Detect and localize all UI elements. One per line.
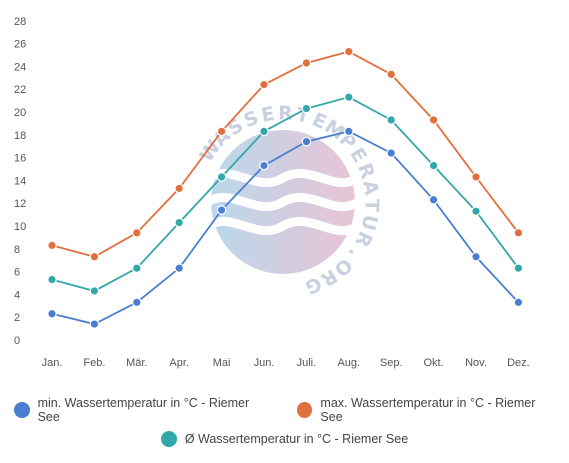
x-tick-label: Sep. [380, 357, 403, 369]
data-point[interactable] [259, 126, 269, 137]
data-point[interactable] [343, 126, 354, 137]
x-tick-label: Feb. [83, 357, 105, 369]
x-axis: Jan. Feb. Mär. Apr. Mai Jun. Juli. Aug. Sep. Okt.… [42, 357, 530, 369]
y-tick-label: 0 [14, 335, 20, 347]
series-line-0 [51, 130, 520, 325]
data-point[interactable] [216, 172, 227, 182]
x-tick-label: Aug. [337, 357, 360, 369]
watermark-letter: T [360, 198, 382, 212]
y-tick-label: 4 [14, 289, 20, 301]
data-point[interactable] [132, 228, 142, 238]
legend-row-2: Ø Wassertemperatur in °C - Riemer See [0, 431, 569, 447]
legend-marker-avg [160, 431, 177, 447]
data-point[interactable] [513, 263, 524, 273]
series-line-2 [51, 96, 520, 292]
series-line-1 [51, 50, 520, 258]
y-tick-label: 14 [14, 175, 26, 187]
data-point[interactable] [343, 92, 354, 102]
legend-item-max[interactable]: max. Wassertemperatur in °C - Riemer See [296, 396, 555, 424]
data-point[interactable] [471, 251, 481, 262]
x-tick-label: Nov. [465, 357, 487, 369]
legend-item-avg[interactable]: Ø Wassertemperatur in °C - Riemer See [160, 431, 409, 447]
y-tick-label: 20 [14, 107, 26, 119]
legend-label-avg: Ø Wassertemperatur in °C - Riemer See [184, 432, 409, 446]
x-tick-label: Jun. [254, 357, 275, 369]
x-tick-label: Okt. [424, 357, 444, 369]
data-point[interactable] [301, 58, 312, 68]
data-point[interactable] [174, 263, 184, 273]
y-tick-label: 6 [14, 267, 20, 279]
data-point[interactable] [386, 69, 396, 80]
data-point[interactable] [47, 274, 57, 285]
y-tick-label: 2 [14, 312, 20, 324]
x-tick-label: Dez. [507, 357, 530, 369]
watermark-letter: E [260, 103, 277, 127]
watermark-letter: R [278, 102, 294, 124]
y-tick-label: 28 [14, 16, 26, 28]
y-tick-label: 22 [14, 84, 26, 96]
data-point[interactable] [174, 217, 184, 228]
data-point[interactable] [471, 172, 481, 182]
legend-marker-min [14, 402, 30, 418]
y-tick-label: 26 [14, 39, 26, 51]
data-point[interactable] [89, 319, 100, 329]
legend-label-min: min. Wassertemperatur in °C - Riemer See [37, 396, 250, 424]
legend-row-1: min. Wassertemperatur in °C - Riemer See… [0, 396, 569, 424]
watermark-letter: U [357, 212, 382, 232]
data-point[interactable] [259, 79, 269, 90]
y-tick-label: 16 [14, 153, 26, 165]
watermark-letter: A [358, 179, 382, 197]
y-tick-label: 18 [14, 130, 26, 142]
y-tick-label: 8 [14, 244, 20, 256]
x-tick-label: Jan. [42, 357, 63, 369]
data-point[interactable] [132, 263, 142, 273]
data-point[interactable] [513, 228, 524, 238]
x-tick-label: Juli. [297, 357, 317, 369]
data-point[interactable] [47, 240, 57, 251]
data-point[interactable] [132, 297, 142, 308]
data-point[interactable] [47, 308, 57, 319]
legend-marker-max [296, 402, 313, 418]
data-point[interactable] [89, 286, 100, 296]
x-tick-label: Mai [213, 357, 231, 369]
data-point[interactable] [174, 183, 184, 194]
data-point[interactable] [386, 115, 396, 125]
data-point[interactable] [301, 136, 312, 147]
x-tick-label: Apr. [169, 357, 189, 369]
data-point[interactable] [89, 251, 100, 262]
data-point[interactable] [428, 160, 439, 171]
data-point[interactable] [513, 297, 524, 308]
data-point[interactable] [428, 115, 439, 125]
y-tick-label: 12 [14, 198, 26, 210]
data-point[interactable] [428, 194, 439, 205]
data-point[interactable] [259, 160, 269, 171]
data-point[interactable] [301, 103, 312, 114]
x-tick-label: Mär. [126, 357, 147, 369]
y-tick-label: 24 [14, 61, 26, 73]
legend-label-max: max. Wassertemperatur in °C - Riemer See [320, 396, 536, 424]
data-point[interactable] [471, 206, 481, 216]
data-point[interactable] [343, 46, 354, 57]
data-point[interactable] [386, 148, 396, 158]
data-point[interactable] [216, 205, 227, 215]
y-tick-label: 10 [14, 221, 26, 233]
data-point[interactable] [216, 126, 227, 137]
legend-item-min[interactable]: min. Wassertemperatur in °C - Riemer See [14, 396, 269, 424]
watermark-letter: G [302, 272, 324, 298]
